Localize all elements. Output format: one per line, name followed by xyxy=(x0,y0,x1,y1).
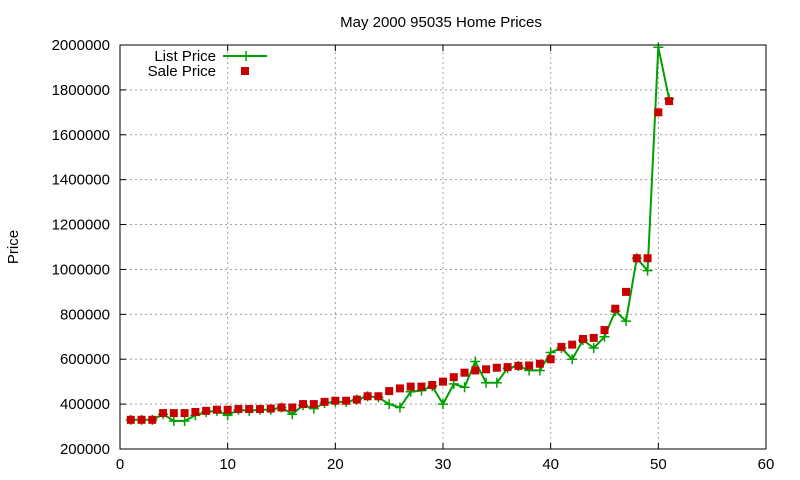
sale-price-point xyxy=(148,415,157,424)
sale-price-point xyxy=(266,404,275,413)
list-price-point xyxy=(621,316,632,327)
chart-title: May 2000 95035 Home Prices xyxy=(340,14,542,31)
sale-price-point xyxy=(342,396,351,405)
plot-frame xyxy=(119,44,767,450)
sale-price-point xyxy=(191,407,200,416)
sale-price-point xyxy=(255,405,264,414)
grid xyxy=(120,45,766,449)
sale-price-point xyxy=(202,406,211,415)
sale-price-point xyxy=(374,392,383,401)
sale-price-point xyxy=(277,403,286,412)
sale-price-point xyxy=(492,363,501,372)
sale-price-point xyxy=(245,405,254,414)
list-price-point xyxy=(179,415,190,426)
sale-price-point xyxy=(557,342,566,351)
legend-label-list-price: List Price xyxy=(154,48,216,65)
sale-price-point xyxy=(288,403,297,412)
sale-price-point xyxy=(546,355,555,364)
list-price-line xyxy=(130,46,671,422)
sale-price-point xyxy=(406,382,415,391)
sale-price-point xyxy=(428,381,437,390)
y-tick-label: 600000 xyxy=(60,351,110,368)
sale-price-point xyxy=(578,335,587,344)
x-tick-label: 50 xyxy=(650,456,667,473)
sale-price-point xyxy=(503,363,512,372)
list-price-point xyxy=(470,356,481,367)
x-tick-label: 0 xyxy=(116,456,124,473)
list-price-point xyxy=(168,415,179,426)
sale-price-point xyxy=(363,392,372,401)
sale-price-point xyxy=(159,409,168,418)
sale-price-point xyxy=(589,333,598,342)
sale-price-point xyxy=(320,397,329,406)
y-tick-label: 200000 xyxy=(60,441,110,458)
list-price-point xyxy=(491,377,502,388)
sale-price-point xyxy=(535,359,544,368)
x-tick-labels: 0 10 20 30 40 50 60 xyxy=(116,456,775,473)
sale-price-point xyxy=(169,409,178,418)
x-tick-label: 60 xyxy=(758,456,775,473)
sale-price-point xyxy=(309,400,318,409)
y-axis-label: Price xyxy=(5,230,22,264)
sale-price-point xyxy=(568,340,577,349)
sale-price-point xyxy=(180,409,189,418)
list-price-point xyxy=(459,382,470,393)
y-tick-label: 1000000 xyxy=(52,261,110,278)
y-tick-label: 1600000 xyxy=(52,127,110,144)
sale-price-point xyxy=(212,405,221,414)
x-tick-label: 10 xyxy=(219,456,236,473)
sale-price-point xyxy=(137,415,146,424)
series-sale-price xyxy=(126,97,674,424)
y-tick-label: 1800000 xyxy=(52,82,110,99)
list-price-point xyxy=(588,343,599,353)
x-tick-label: 40 xyxy=(542,456,559,473)
x-tick-label: 20 xyxy=(327,456,344,473)
sale-price-point xyxy=(352,395,361,404)
sale-price-point xyxy=(643,254,652,263)
y-tick-label: 400000 xyxy=(60,396,110,413)
sale-price-point xyxy=(439,377,447,386)
list-price-point xyxy=(653,42,664,53)
y-tick-label: 1200000 xyxy=(52,217,110,234)
sale-price-point xyxy=(126,415,135,424)
legend: List Price Sale Price xyxy=(148,48,267,80)
list-price-point xyxy=(481,377,492,388)
sale-price-point xyxy=(665,97,674,106)
sale-price-point xyxy=(514,361,523,370)
series-list-price xyxy=(125,42,675,426)
y-tick-label: 2000000 xyxy=(52,37,110,54)
sale-price-point xyxy=(234,405,243,414)
list-price-point xyxy=(438,399,448,410)
sale-price-point xyxy=(223,405,232,414)
sale-price-point xyxy=(600,326,609,335)
sale-price-point xyxy=(460,368,469,377)
sale-price-point xyxy=(417,382,426,391)
sale-price-point xyxy=(525,361,534,370)
list-price-point xyxy=(642,265,653,276)
sale-price-point xyxy=(449,373,458,382)
sale-price-point xyxy=(395,384,404,393)
sale-price-point xyxy=(632,254,641,263)
y-tick-label: 800000 xyxy=(60,306,110,323)
sale-price-point xyxy=(482,365,491,374)
sale-price-point xyxy=(622,287,631,296)
list-price-point xyxy=(384,399,395,410)
legend-plus-marker xyxy=(241,51,251,61)
sale-price-point xyxy=(299,400,308,409)
sale-price-point xyxy=(471,366,480,375)
x-tick-label: 30 xyxy=(435,456,452,473)
legend-label-sale-price: Sale Price xyxy=(148,63,216,80)
y-tick-label: 1400000 xyxy=(52,172,110,189)
sale-price-point xyxy=(611,304,620,313)
list-price-point xyxy=(567,354,578,365)
sale-price-point xyxy=(385,387,394,396)
legend-square-marker xyxy=(241,67,249,75)
sale-price-point xyxy=(654,108,663,117)
y-tick-labels: 200000 400000 600000 800000 1000000 1200000 14… xyxy=(52,37,110,458)
list-price-point xyxy=(394,402,405,413)
sale-price-point xyxy=(331,396,340,405)
